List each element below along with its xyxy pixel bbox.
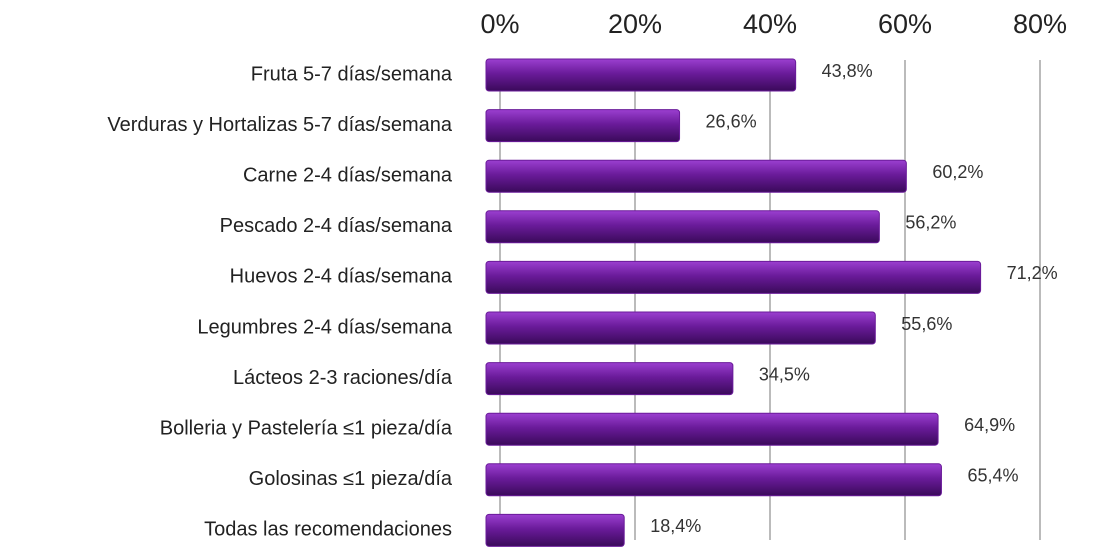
value-label: 71,2% [1007,263,1058,283]
value-label: 56,2% [905,213,956,233]
value-label: 26,6% [706,111,757,131]
bar [485,109,681,143]
bar [485,311,876,345]
x-tick-label: 40% [743,9,797,39]
category-label: Fruta 5-7 días/semana [251,63,453,85]
x-tick-label: 0% [480,9,519,39]
value-label: 43,8% [822,61,873,81]
value-label: 60,2% [932,162,983,182]
category-label: Golosinas ≤1 pieza/día [249,468,453,490]
category-label: Todas las recomendaciones [204,519,452,541]
category-label: Pescado 2-4 días/semana [220,215,453,237]
value-label: 34,5% [759,364,810,384]
value-label: 64,9% [964,415,1015,435]
bar [485,513,625,547]
bar [485,260,982,294]
value-label: 18,4% [650,516,701,536]
bar [485,159,907,193]
category-label: Huevos 2-4 días/semana [230,266,453,288]
x-tick-label: 80% [1013,9,1067,39]
bar [485,412,939,446]
bar [485,463,942,497]
value-label: 55,6% [901,314,952,334]
category-label: Lácteos 2-3 raciones/día [233,367,453,389]
value-label: 65,4% [967,466,1018,486]
x-tick-label: 60% [878,9,932,39]
category-label: Bolleria y Pastelería ≤1 pieza/día [160,417,453,439]
bar [485,362,734,396]
category-label: Carne 2-4 días/semana [243,164,453,186]
category-label: Verduras y Hortalizas 5-7 días/semana [107,114,452,136]
bar [485,210,880,244]
category-label: Legumbres 2-4 días/semana [197,316,452,338]
x-tick-label: 20% [608,9,662,39]
bar [485,58,797,92]
